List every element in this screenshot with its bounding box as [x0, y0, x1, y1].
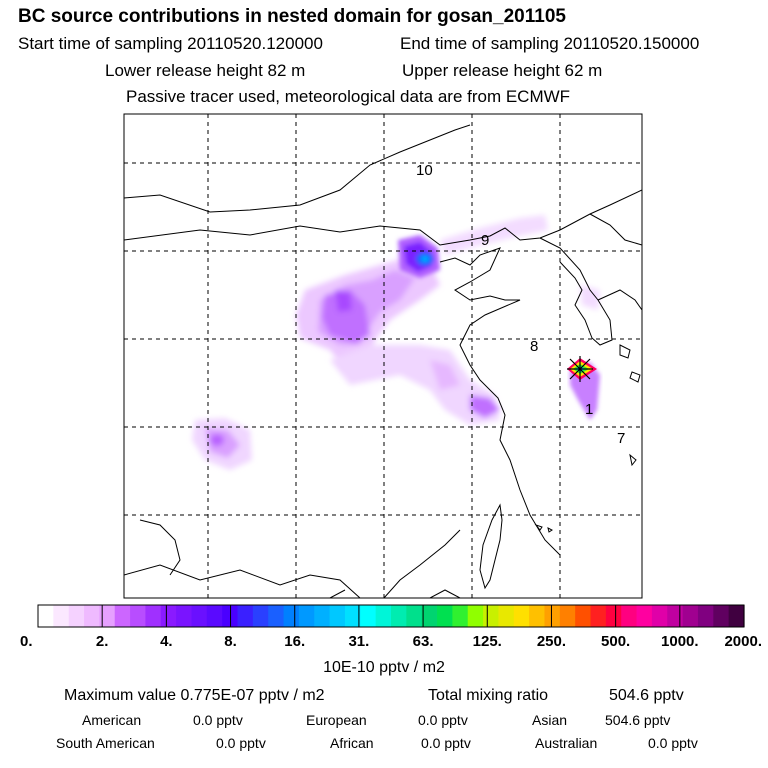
- source-value: 0.0 pptv: [648, 735, 698, 751]
- colorbar-swatch: [206, 605, 223, 627]
- colorbar: [37, 604, 745, 628]
- colorbar-swatch: [237, 605, 254, 627]
- start-time-label: Start time of sampling 20110520.120000: [18, 34, 323, 53]
- colorbar-swatch: [513, 605, 530, 627]
- colorbar-swatch: [38, 605, 54, 627]
- colorbar-swatch: [360, 605, 377, 627]
- colorbar-tick-label: 250.: [537, 633, 566, 650]
- receptor-marker: [567, 356, 593, 382]
- colorbar-swatch: [728, 605, 745, 627]
- colorbar-swatch: [298, 605, 315, 627]
- colorbar-swatch: [667, 605, 684, 627]
- colorbar-swatch: [145, 605, 162, 627]
- colorbar-swatch: [437, 605, 453, 627]
- plume-northeast: [440, 215, 600, 310]
- tracer-note: Passive tracer used, meteorological data…: [126, 87, 571, 106]
- colorbar-frame: [37, 604, 745, 628]
- colorbar-swatch: [114, 605, 131, 627]
- colorbar-swatch: [191, 605, 208, 627]
- coastlines: [124, 124, 642, 598]
- colorbar-swatch: [697, 605, 714, 627]
- colorbar-swatch: [590, 605, 607, 627]
- source-value: 0.0 pptv: [216, 735, 266, 751]
- colorbar-swatch: [84, 605, 100, 627]
- map-label-10: 10: [416, 162, 433, 179]
- map-frame: [123, 113, 643, 599]
- colorbar-tick-label: 31.: [348, 633, 369, 650]
- colorbar-swatch: [483, 605, 500, 627]
- colorbar-swatch: [375, 605, 392, 627]
- colorbar-swatch: [467, 605, 484, 627]
- colorbar-tick-label: 0.: [20, 633, 33, 650]
- colorbar-swatch: [621, 605, 638, 627]
- total-mixing-label: Total mixing ratio: [428, 687, 549, 704]
- source-value: 504.6 pptv: [605, 712, 671, 728]
- colorbar-tick-labels: 0. 2. 4. 8. 16. 31. 63. 125. 250. 500. 1000. 2000.: [20, 633, 762, 650]
- colorbar-tick-label: 16.: [284, 633, 305, 650]
- map-label-1: 1: [585, 401, 593, 418]
- map-label-8: 8: [530, 338, 538, 355]
- lower-release-label: Lower release height 82 m: [105, 61, 306, 80]
- colorbar-swatch: [130, 605, 147, 627]
- colorbar-swatch: [713, 605, 730, 627]
- colorbar-tick-label: 63.: [413, 633, 434, 650]
- source-value: 0.0 pptv: [418, 712, 468, 728]
- colorbar-swatch: [99, 605, 116, 627]
- plume-hebei: [296, 258, 440, 370]
- colorbar-swatch: [452, 605, 469, 627]
- total-mixing-value: 504.6 pptv: [609, 687, 684, 704]
- colorbar-swatch: [529, 605, 546, 627]
- source-name: African: [330, 735, 374, 751]
- colorbar-swatch: [283, 605, 300, 627]
- colorbar-swatch: [268, 605, 285, 627]
- max-value-label: Maximum value 0.775E-07 pptv / m2: [64, 687, 325, 704]
- colorbar-swatch: [559, 605, 576, 627]
- source-name: European: [306, 712, 367, 728]
- upper-release-label: Upper release height 62 m: [402, 61, 603, 80]
- colorbar-swatch: [605, 605, 622, 627]
- grid-lines: [124, 114, 642, 598]
- map-label-9: 9: [481, 232, 489, 249]
- colorbar-tick-label: 8.: [224, 633, 237, 650]
- colorbar-swatch: [252, 605, 269, 627]
- colorbar-swatch: [391, 605, 407, 627]
- source-value: 0.0 pptv: [193, 712, 243, 728]
- colorbar-swatch: [314, 605, 331, 627]
- colorbar-swatch: [575, 605, 592, 627]
- source-name: Australian: [535, 735, 598, 751]
- colorbar-swatch: [329, 605, 346, 627]
- colorbar-tick-label: 2000.: [724, 633, 762, 650]
- map-label-7: 7: [617, 430, 625, 447]
- colorbar-swatch: [544, 605, 561, 627]
- end-time-label: End time of sampling 20110520.150000: [400, 34, 700, 53]
- colorbar-swatch: [68, 605, 85, 627]
- colorbar-unit-label: 10E-10 pptv / m2: [323, 659, 445, 676]
- colorbar-swatch: [406, 605, 423, 627]
- colorbar-swatch: [344, 605, 361, 627]
- chart-title: BC source contributions in nested domain…: [18, 6, 566, 27]
- plume-sichuan: [192, 418, 252, 470]
- colorbar-tick-label: 1000.: [661, 633, 699, 650]
- colorbar-swatch: [651, 605, 668, 627]
- source-name: Asian: [532, 712, 568, 728]
- colorbar-swatch: [53, 605, 70, 627]
- plume-shanghai: [330, 345, 500, 425]
- colorbar-swatch: [636, 605, 653, 627]
- colorbar-swatch: [421, 605, 438, 627]
- colorbar-swatch: [498, 605, 515, 627]
- colorbar-tick-label: 500.: [601, 633, 630, 650]
- colorbar-tick-label: 2.: [96, 633, 109, 650]
- colorbar-tick-label: 125.: [473, 633, 502, 650]
- plume-beijing: [398, 235, 440, 278]
- colorbar-swatch: [176, 605, 193, 627]
- colorbar-tick-label: 4.: [160, 633, 173, 650]
- source-name: American: [82, 712, 142, 728]
- source-value: 0.0 pptv: [421, 735, 471, 751]
- colorbar-swatch: [682, 605, 699, 627]
- source-name: South American: [56, 735, 155, 751]
- colorbar-swatch: [160, 605, 177, 627]
